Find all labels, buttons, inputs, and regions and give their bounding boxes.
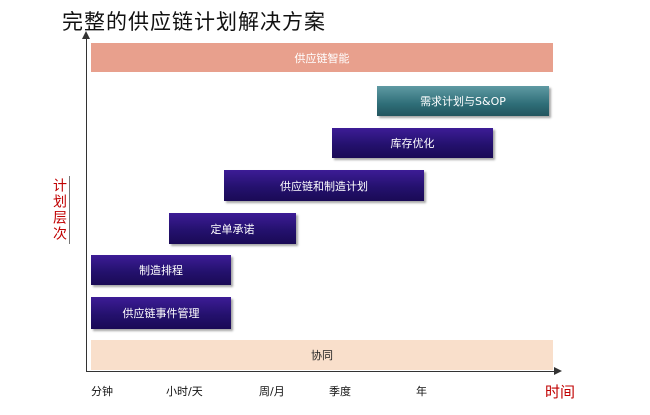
bar-supply-chain-intelligence: 供应链智能 bbox=[91, 43, 553, 72]
x-axis-arrow bbox=[554, 367, 562, 375]
y-axis-arrow bbox=[82, 31, 90, 39]
bar-inventory-optimization: 库存优化 bbox=[332, 128, 493, 158]
x-tick-quarter: 季度 bbox=[329, 385, 351, 398]
y-axis-label: 计划层次 bbox=[49, 176, 70, 244]
x-tick-year: 年 bbox=[416, 385, 427, 398]
diagram-title: 完整的供应链计划解决方案 bbox=[62, 10, 326, 34]
bar-manufacturing-scheduling: 制造排程 bbox=[91, 255, 231, 285]
bar-event-management: 供应链事件管理 bbox=[91, 297, 231, 329]
x-axis-label: 时间 bbox=[545, 383, 576, 401]
x-tick-minute: 分钟 bbox=[91, 385, 113, 398]
bar-collaboration: 协同 bbox=[91, 340, 553, 370]
x-tick-week-month: 周/月 bbox=[259, 385, 285, 398]
y-axis-line bbox=[86, 36, 87, 371]
x-axis-line bbox=[86, 371, 556, 372]
bar-supply-chain-manufacturing-planning: 供应链和制造计划 bbox=[224, 170, 424, 201]
x-tick-hour-day: 小时/天 bbox=[166, 385, 203, 398]
bar-demand-planning-sop: 需求计划与S&OP bbox=[377, 86, 549, 116]
bar-order-promising: 定单承诺 bbox=[169, 213, 296, 244]
